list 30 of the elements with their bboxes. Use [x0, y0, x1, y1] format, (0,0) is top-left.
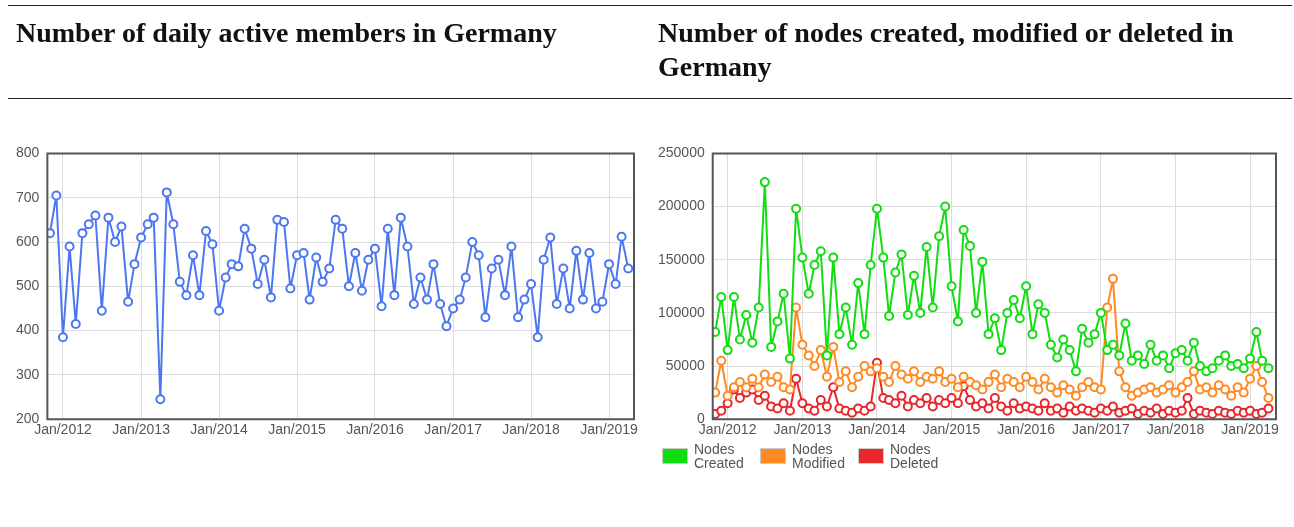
y-tick-label: 150000 — [658, 250, 705, 267]
legend-label: Nodes Deleted — [890, 441, 940, 471]
x-tick-label: Jan/2016 — [997, 421, 1056, 438]
x-tick-label: Jan/2019 — [1221, 421, 1280, 438]
y-tick-label: 500 — [16, 277, 40, 294]
x-tick-label: Jan/2013 — [773, 421, 832, 438]
legend-label: Nodes Modified — [792, 441, 846, 471]
legend-label: Nodes Created — [694, 441, 745, 471]
x-tick-label: Jan/2014 — [190, 421, 249, 438]
chart-title: Number of daily active members in Germany — [8, 5, 650, 99]
x-tick-label: Jan/2019 — [580, 421, 639, 438]
x-tick-label: Jan/2018 — [1146, 421, 1205, 438]
x-tick-label: Jan/2015 — [922, 421, 981, 438]
x-tick-label: Jan/2017 — [424, 421, 483, 438]
x-tick-label: Jan/2017 — [1072, 421, 1130, 438]
x-tick-label: Jan/2014 — [848, 421, 906, 438]
y-tick-label: 250000 — [658, 144, 705, 161]
y-tick-label: 100000 — [658, 303, 705, 320]
chart-title: Number of nodes created, modified or deleted in Germany — [650, 5, 1292, 99]
y-tick-label: 50000 — [665, 356, 705, 373]
y-tick-label: 400 — [16, 321, 40, 338]
y-tick-label: 700 — [16, 188, 40, 205]
y-tick-label: 600 — [16, 232, 40, 249]
y-tick-label: 200000 — [658, 197, 705, 214]
x-tick-label: Jan/2015 — [268, 421, 327, 438]
y-tick-label: 800 — [16, 144, 40, 161]
x-tick-label: Jan/2013 — [112, 421, 171, 438]
x-tick-label: Jan/2016 — [346, 421, 404, 438]
y-tick-label: 300 — [16, 365, 40, 382]
x-tick-label: Jan/2018 — [502, 421, 561, 438]
